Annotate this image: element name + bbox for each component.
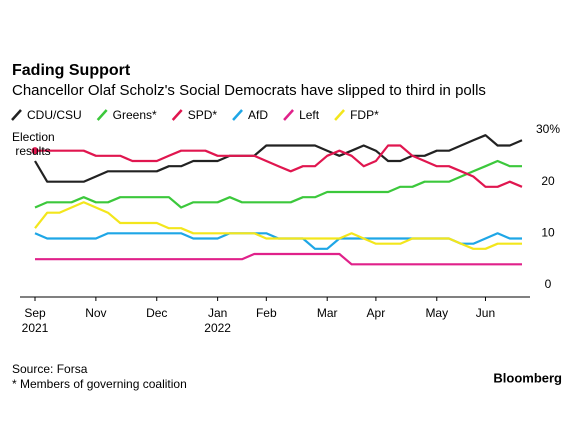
chart-subtitle: Chancellor Olaf Scholz's Social Democrat… (12, 82, 486, 99)
x-year-label: 2021 (22, 321, 49, 335)
x-tick-label: Jan (208, 306, 227, 320)
legend-label: FDP* (350, 108, 379, 122)
x-tick-label: Feb (256, 306, 277, 320)
series-line (34, 201, 522, 250)
election-dot (31, 147, 39, 155)
footnote: * Members of governing coalition (12, 377, 187, 391)
legend-label: Greens* (113, 108, 157, 122)
x-tick-label: Mar (317, 306, 338, 320)
legend-marker (334, 109, 346, 121)
x-tick-label: Apr (367, 306, 386, 320)
legend-marker (232, 109, 243, 121)
series-line (34, 134, 523, 183)
y-tick-label: 0 (545, 277, 552, 291)
y-tick-label: 10 (541, 226, 555, 240)
series-line (35, 144, 523, 188)
brand: Bloomberg (493, 370, 562, 385)
series-line (34, 159, 522, 209)
legend-marker (283, 109, 294, 121)
x-tick-label: Sep (24, 306, 46, 320)
legend-label: AfD (248, 108, 268, 122)
legend: CDU/CSU Greens* SPD* AfD Left FDP* (11, 108, 379, 122)
legend-marker (11, 109, 22, 121)
legend-label: SPD* (188, 108, 218, 122)
x-year-label: 2022 (204, 321, 231, 335)
legend-label: Left (299, 108, 320, 122)
series-line (35, 252, 522, 266)
chart-title: Fading Support (12, 62, 131, 79)
legend-marker (171, 109, 183, 121)
legend-marker (96, 109, 108, 121)
x-tick-label: Jun (476, 306, 495, 320)
y-tick-label: 20 (541, 174, 555, 188)
x-tick-label: Dec (146, 306, 167, 320)
x-tick-label: Nov (85, 306, 106, 320)
y-tick-label: 30% (536, 122, 560, 136)
source: Source: Forsa (12, 362, 88, 376)
x-tick-label: May (425, 306, 448, 320)
annotation: Election results (12, 130, 55, 158)
legend-label: CDU/CSU (27, 108, 82, 122)
series-line (34, 232, 522, 250)
